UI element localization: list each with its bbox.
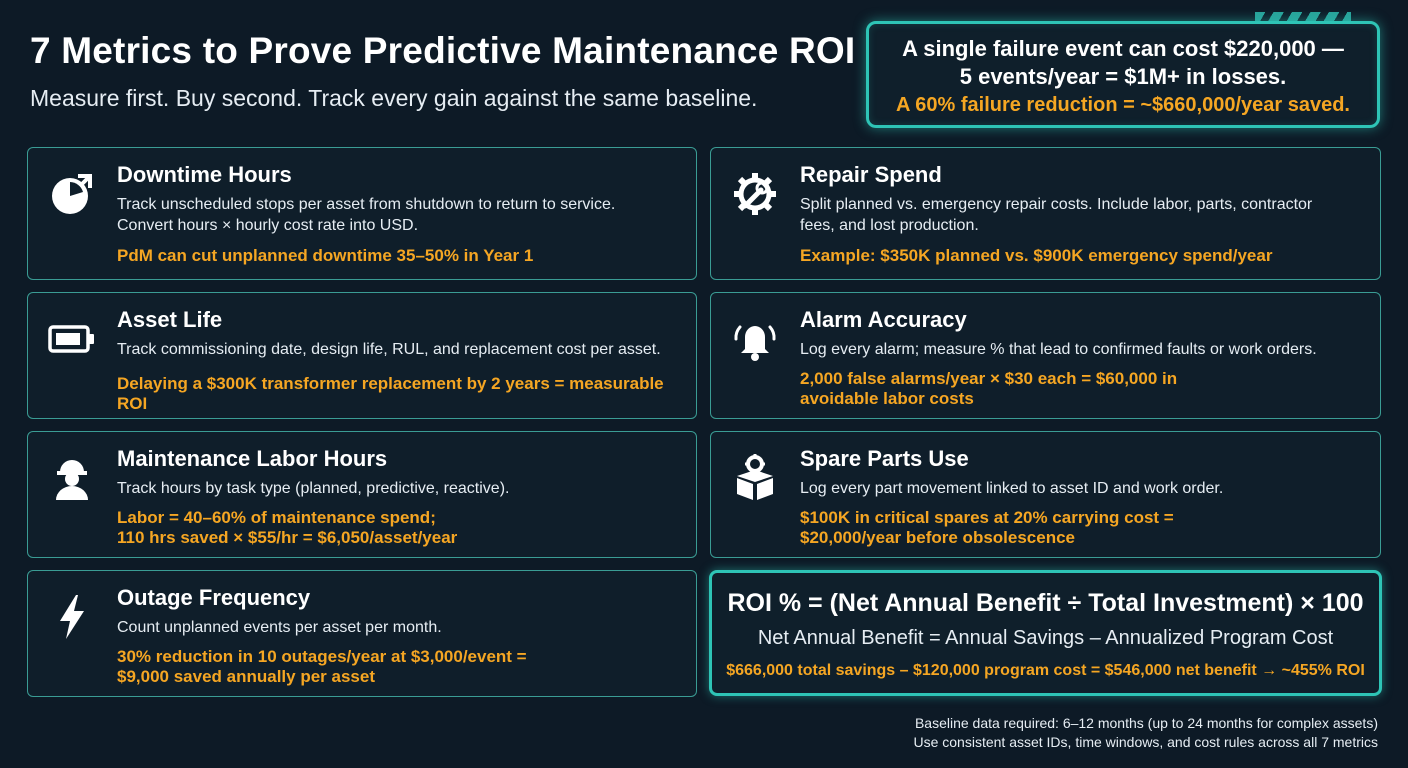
metric-stat-line-2: $20,000/year before obsolescence [800, 528, 1075, 547]
metric-description: Track hours by task type (planned, predi… [117, 480, 510, 497]
worker-icon [46, 452, 98, 504]
metric-card-outage-frequency: Outage Frequency Count unplanned events … [27, 570, 697, 697]
metric-name: Downtime Hours [117, 162, 292, 187]
roi-formula-box: ROI % = (Net Annual Benefit ÷ Total Inve… [709, 570, 1382, 696]
metric-description: Split planned vs. emergency repair costs… [800, 196, 1313, 234]
decorative-stripes [1255, 12, 1351, 22]
gear-wrench-icon [729, 168, 781, 220]
metric-stat-line-1: 30% reduction in 10 outages/year at $3,0… [117, 647, 527, 666]
metric-description: Track commissioning date, design life, R… [117, 341, 661, 358]
battery-icon [46, 313, 98, 365]
failure-cost-callout: A single failure event can cost $220,000… [866, 12, 1380, 128]
page-subtitle: Measure first. Buy second. Track every g… [30, 85, 758, 111]
metric-stat-line-1: Labor = 40–60% of maintenance spend; [117, 508, 436, 527]
metric-stat-line-1: $100K in critical spares at 20% carrying… [800, 508, 1174, 527]
lightning-icon [46, 591, 98, 643]
page-title: 7 Metrics to Prove Predictive Maintenanc… [30, 30, 856, 71]
callout-line-1: A single failure event can cost $220,000… [902, 36, 1344, 61]
metric-stat: PdM can cut unplanned downtime 35–50% in… [117, 246, 534, 265]
metric-name: Asset Life [117, 307, 223, 332]
metric-card-repair-spend: Repair Spend Split planned vs. emergency… [710, 147, 1381, 280]
metric-stat: Example: $350K planned vs. $900K emergen… [800, 246, 1273, 265]
metric-card-downtime: Downtime Hours Track unscheduled stops p… [27, 147, 697, 280]
roi-definition: Net Annual Benefit = Annual Savings – An… [757, 627, 1334, 649]
metric-description: Track unscheduled stops per asset from s… [117, 196, 616, 234]
metric-card-alarm-accuracy: Alarm Accuracy Log every alarm; measure … [710, 292, 1381, 419]
metric-card-spare-parts: Spare Parts Use Log every part movement … [710, 431, 1381, 558]
clock-icon [46, 168, 98, 220]
metric-stat-line-2: 110 hrs saved × $55/hr = $6,050/asset/ye… [117, 528, 458, 547]
metric-name: Outage Frequency [117, 585, 311, 610]
metric-description: Log every part movement linked to asset … [800, 480, 1224, 497]
metric-stat: Delaying a $300K transformer replacement… [117, 374, 664, 413]
bell-alarm-icon [729, 313, 781, 365]
footer-line-2: Use consistent asset IDs, time windows, … [913, 734, 1378, 750]
roi-example: $666,000 total savings – $120,000 progra… [726, 662, 1365, 679]
metric-description: Count unplanned events per asset per mon… [117, 619, 442, 636]
metric-name: Maintenance Labor Hours [117, 446, 388, 471]
metric-card-asset-life: Asset Life Track commissioning date, des… [27, 292, 697, 419]
metric-name: Spare Parts Use [800, 446, 969, 471]
metric-card-labor-hours: Maintenance Labor Hours Track hours by t… [27, 431, 697, 558]
roi-formula: ROI % = (Net Annual Benefit ÷ Total Inve… [727, 589, 1364, 617]
callout-line-3: A 60% failure reduction = ~$660,000/year… [896, 94, 1350, 116]
callout-line-2: 5 events/year = $1M+ in losses. [959, 64, 1287, 89]
metric-name: Alarm Accuracy [800, 307, 967, 332]
metric-description: Log every alarm; measure % that lead to … [800, 341, 1317, 358]
metric-name: Repair Spend [800, 162, 942, 187]
footer-line-1: Baseline data required: 6–12 months (up … [914, 715, 1378, 731]
footer-notes: Baseline data required: 6–12 months (up … [913, 714, 1378, 752]
metric-stat: 2,000 false alarms/year × $30 each = $60… [800, 369, 1178, 408]
metric-stat-line-2: $9,000 saved annually per asset [117, 667, 375, 686]
box-gear-icon [729, 452, 781, 504]
